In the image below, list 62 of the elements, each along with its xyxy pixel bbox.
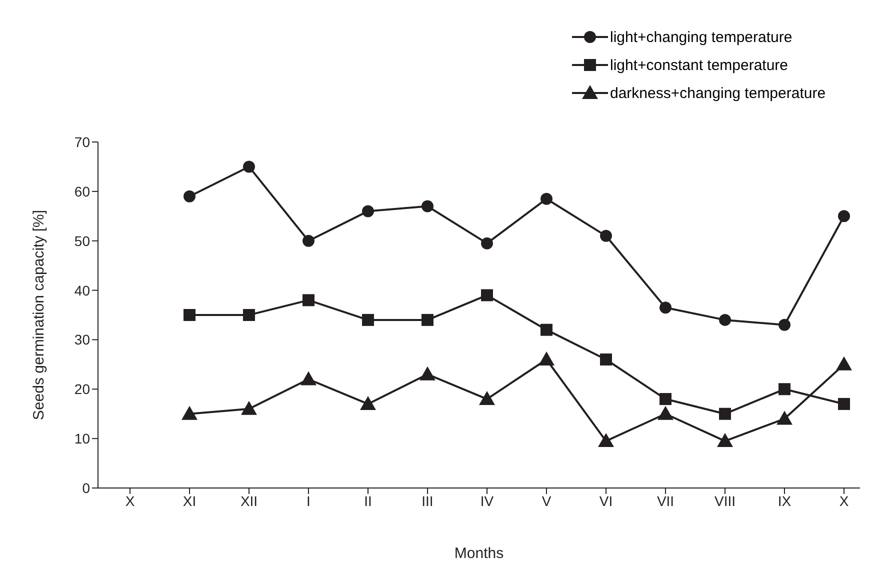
y-tick-label: 10 [74,430,90,447]
x-tick-label: V [542,492,552,509]
point [778,383,790,396]
point [241,400,257,415]
x-tick-label: IX [778,492,792,509]
point [422,200,434,212]
x-tick-label: X [125,492,136,509]
point [598,433,614,448]
point [836,356,852,370]
point [540,324,552,336]
point [719,408,731,420]
legend-label: darkness+changing temperature [610,84,826,102]
point [479,391,495,406]
point [300,371,316,386]
y-tick-label: 20 [74,381,90,398]
y-tick-label: 50 [74,232,90,249]
y-tick-label: 70 [74,134,90,150]
point [243,160,255,173]
point [600,353,612,366]
point [660,302,672,314]
legend-label: light+constant temperature [610,56,788,74]
point [481,289,493,302]
point [360,396,376,410]
point [658,406,674,420]
x-tick-label: XII [240,492,258,509]
y-axis-title: Seeds germination capacity [%] [30,210,48,420]
y-tick-label: 40 [74,282,90,298]
point [838,210,850,222]
point [362,314,374,326]
point [182,406,198,420]
x-tick-label: VII [656,492,674,509]
x-axis-title: Months [454,545,504,562]
point [538,351,554,366]
x-tick-label: II [364,492,372,509]
point [717,433,733,448]
point [362,205,374,218]
point [422,314,434,326]
y-tick-label: 0 [82,480,90,496]
x-tick-label: XI [182,492,196,509]
point [540,192,552,205]
point [838,398,850,410]
point [184,309,196,321]
x-tick-label: X [839,492,850,509]
point [481,237,493,250]
x-tick-label: I [306,492,310,509]
x-tick-label: VI [599,492,613,509]
point [243,309,255,321]
legend-label: light+changing temperature [610,28,792,46]
point [776,410,792,425]
point [778,318,790,331]
point [184,190,196,202]
point [719,314,731,326]
point [302,234,314,247]
x-tick-label: IV [480,492,494,509]
y-tick-label: 60 [74,183,90,200]
point [420,366,436,380]
x-tick-label: III [422,492,434,509]
x-tick-label: VIII [714,492,736,509]
y-tick-label: 30 [74,332,90,348]
point [660,393,672,406]
point [302,294,314,306]
point [600,230,612,242]
